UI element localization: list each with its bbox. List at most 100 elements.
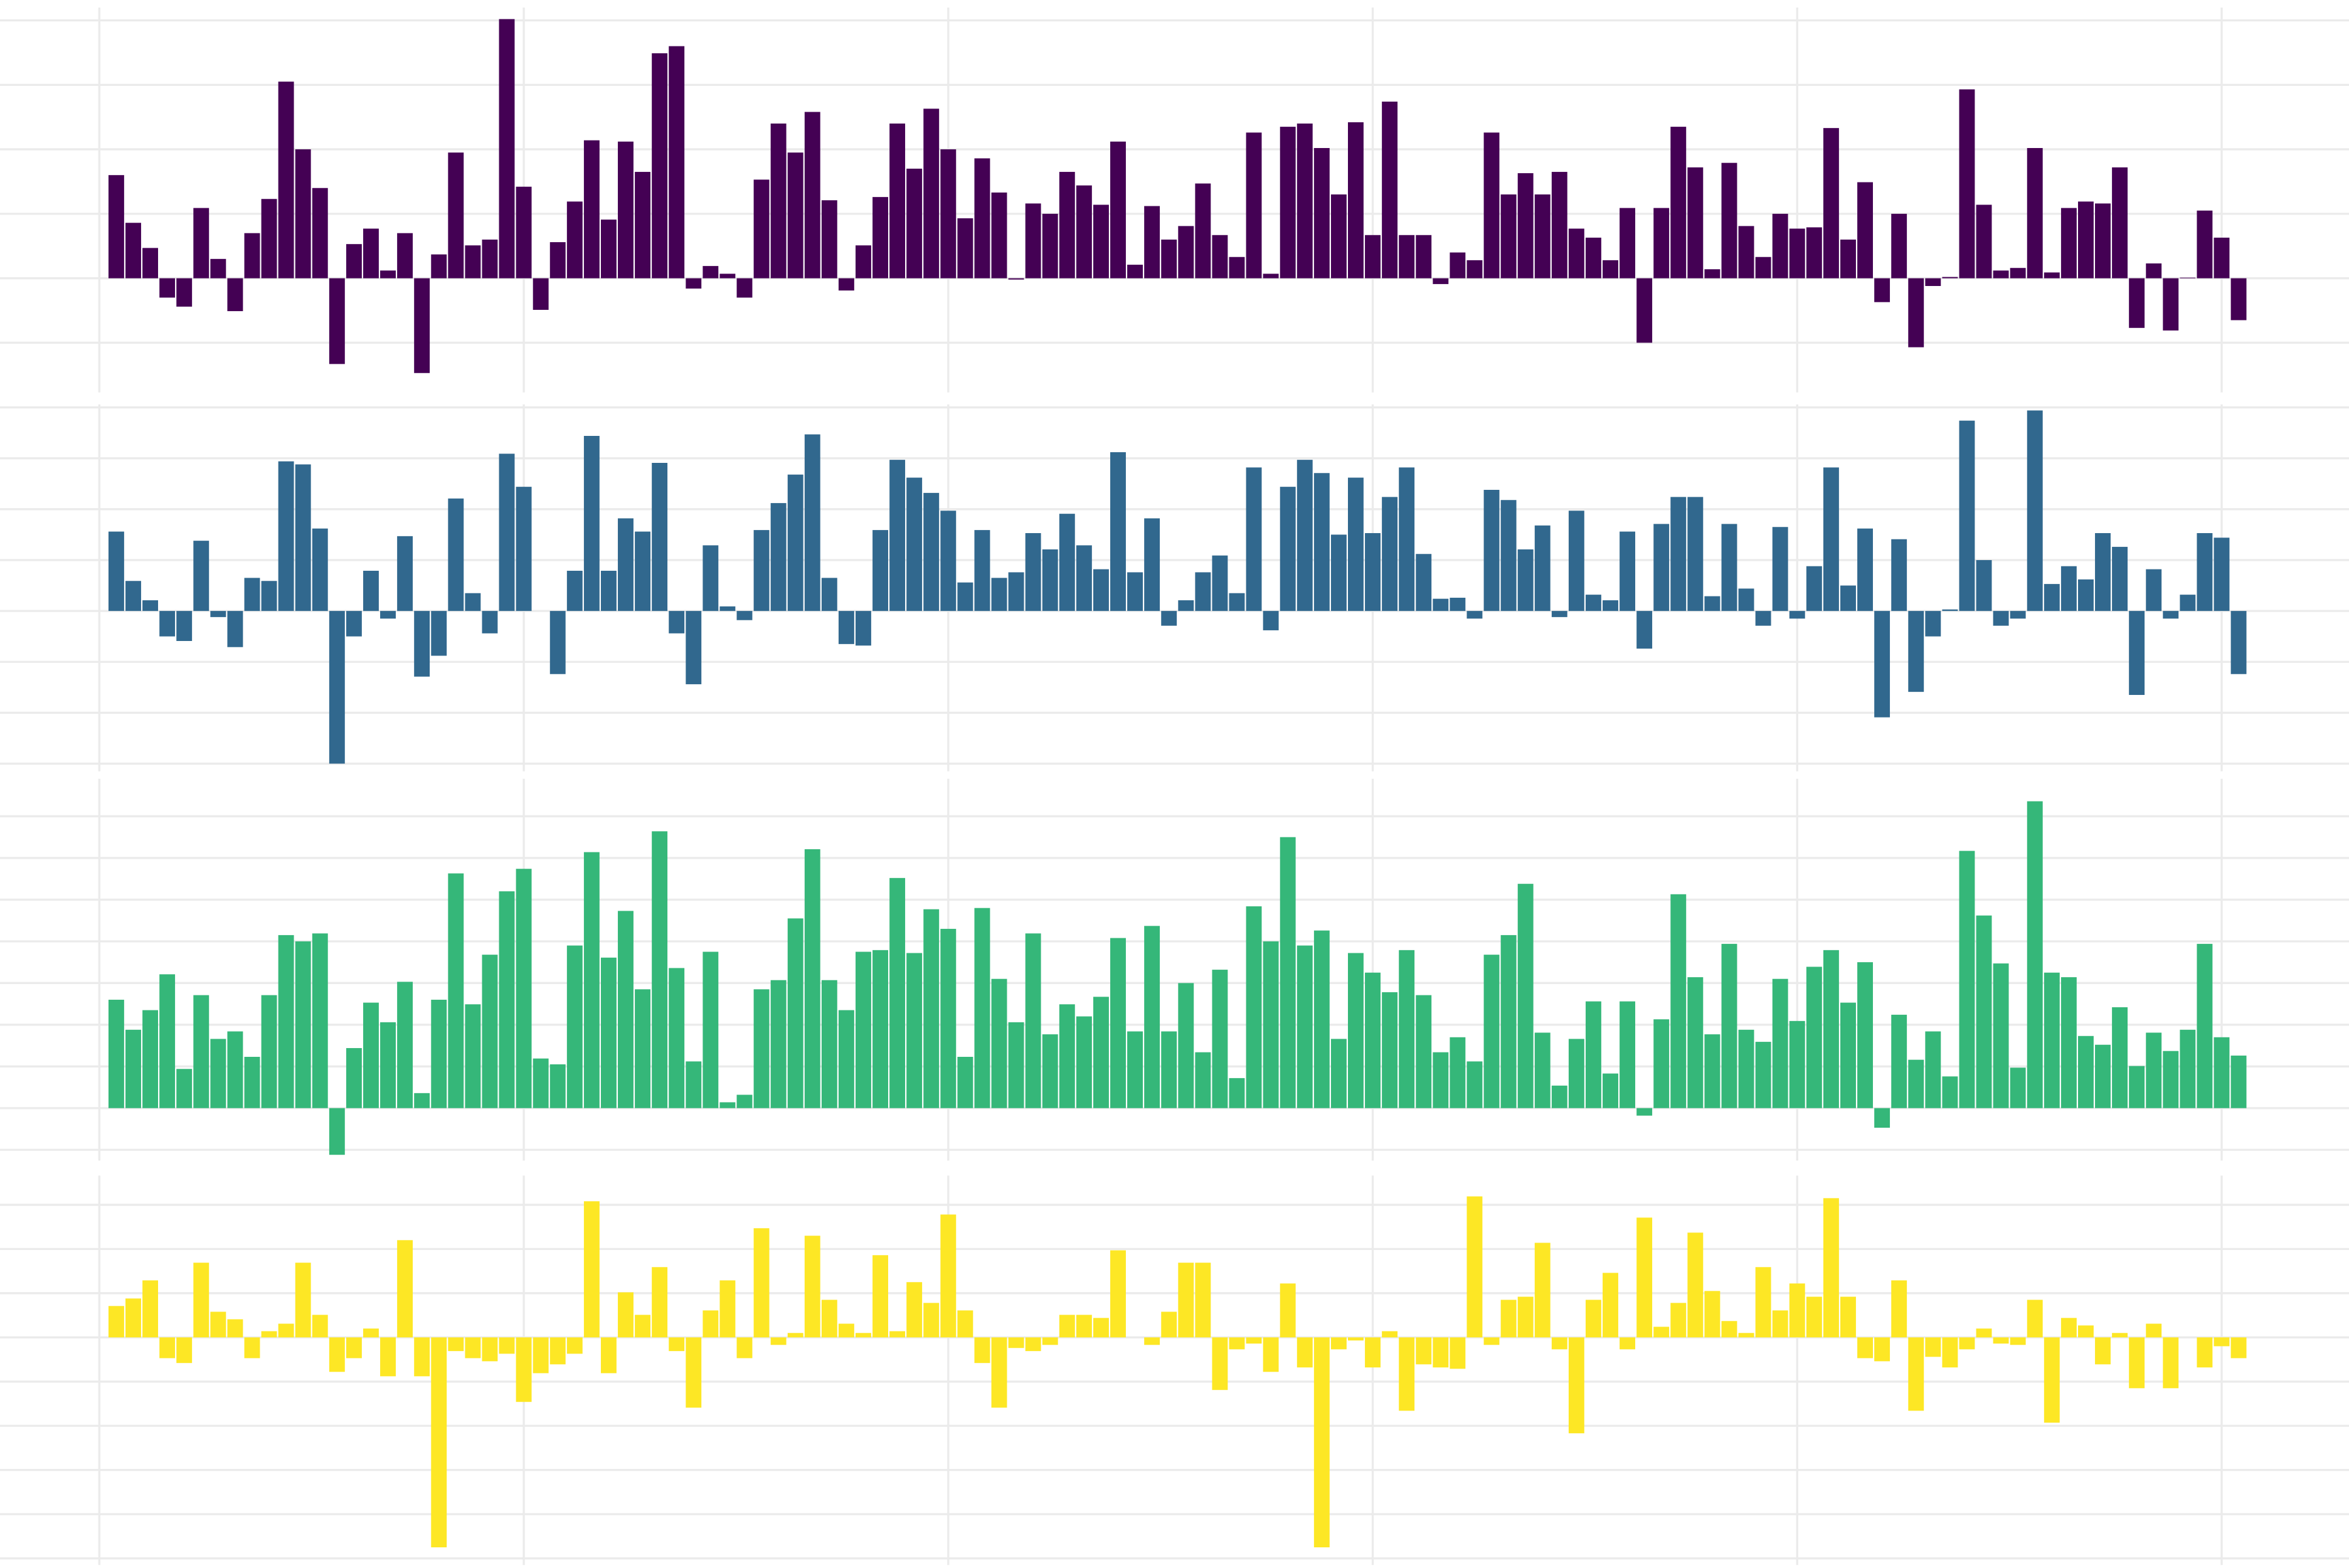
bar: [176, 278, 193, 307]
bar: [719, 273, 736, 278]
bar: [2146, 569, 2162, 612]
bar: [1365, 532, 1381, 612]
bar: [1687, 497, 1704, 612]
bar: [1925, 1337, 1941, 1357]
bar: [448, 873, 464, 1108]
bar: [1195, 183, 1211, 278]
bar: [889, 460, 906, 612]
bar: [1246, 906, 1262, 1108]
bar: [2077, 1325, 2094, 1338]
bar: [1603, 600, 1618, 612]
bar: [1568, 228, 1584, 278]
bar: [1313, 1337, 1330, 1548]
bar: [142, 1010, 159, 1108]
bar: [923, 492, 940, 612]
bar: [1059, 172, 1075, 278]
bar: [2146, 1032, 2162, 1108]
bar: [2230, 278, 2247, 320]
bar: [1330, 194, 1347, 278]
bar: [821, 1300, 837, 1338]
bar: [1840, 239, 1856, 278]
bar: [1008, 278, 1024, 280]
bar: [176, 1337, 193, 1364]
bar: [1161, 239, 1177, 278]
bar: [482, 611, 498, 633]
bar: [1483, 1337, 1500, 1345]
bar: [1433, 278, 1449, 284]
bar: [159, 974, 176, 1108]
bar: [1025, 203, 1041, 278]
bar: [1483, 490, 1500, 612]
bar: [940, 149, 957, 278]
bar: [1008, 1022, 1024, 1108]
bar: [600, 571, 617, 612]
bar: [686, 1337, 702, 1408]
bar: [2010, 268, 2026, 278]
bar: [1789, 1020, 1805, 1108]
bar: [210, 258, 226, 278]
bar: [635, 1315, 651, 1338]
bar: [2214, 538, 2230, 612]
bar: [600, 957, 617, 1108]
bar: [142, 600, 159, 612]
bar: [1925, 278, 1941, 286]
bar: [686, 611, 702, 684]
bar: [2095, 532, 2111, 612]
bar: [346, 244, 362, 278]
bar: [889, 123, 906, 278]
bar: [1042, 213, 1058, 278]
bar: [193, 541, 209, 612]
bar: [1025, 532, 1041, 612]
bar: [1823, 1198, 1839, 1338]
bar: [227, 1319, 243, 1338]
bar: [1653, 1327, 1670, 1338]
bar: [1042, 1034, 1058, 1108]
bar: [1823, 467, 1839, 612]
bar: [1721, 943, 1737, 1108]
bar: [1857, 1337, 1873, 1359]
bar: [566, 1337, 583, 1354]
bar: [1925, 1031, 1941, 1108]
bar: [1042, 549, 1058, 612]
bar: [244, 233, 260, 278]
bar: [1687, 1232, 1704, 1338]
bar: [940, 1214, 957, 1338]
bar: [787, 1333, 803, 1338]
bar: [1280, 487, 1296, 612]
bar: [753, 1228, 770, 1338]
bar: [1212, 1337, 1228, 1391]
bar: [906, 477, 923, 612]
bar: [1144, 206, 1160, 278]
bar: [652, 53, 668, 278]
bar: [1721, 524, 1737, 612]
bar: [1789, 228, 1805, 278]
bar: [363, 571, 379, 612]
bar: [1093, 569, 1109, 612]
bar: [821, 980, 837, 1108]
bar: [1670, 894, 1687, 1108]
bar: [1789, 611, 1805, 619]
bar: [414, 1093, 430, 1108]
bar: [1093, 997, 1109, 1108]
bar: [448, 152, 464, 278]
bar: [1993, 963, 2009, 1108]
bar: [1636, 278, 1653, 343]
bar: [1517, 884, 1534, 1108]
bar: [940, 928, 957, 1108]
bar: [295, 941, 311, 1108]
bar: [1568, 1337, 1584, 1434]
bar: [431, 1337, 447, 1548]
bar: [1755, 257, 1771, 278]
bar: [1433, 1052, 1449, 1108]
bar: [193, 1263, 209, 1338]
bar: [1568, 511, 1584, 612]
bar: [465, 245, 481, 278]
bar: [1399, 467, 1415, 612]
bar: [974, 1337, 990, 1364]
bar: [669, 46, 685, 278]
bar: [787, 152, 803, 278]
bar: [380, 1337, 396, 1377]
bar: [787, 918, 803, 1108]
bar: [159, 611, 176, 637]
bar: [1874, 1337, 1890, 1362]
